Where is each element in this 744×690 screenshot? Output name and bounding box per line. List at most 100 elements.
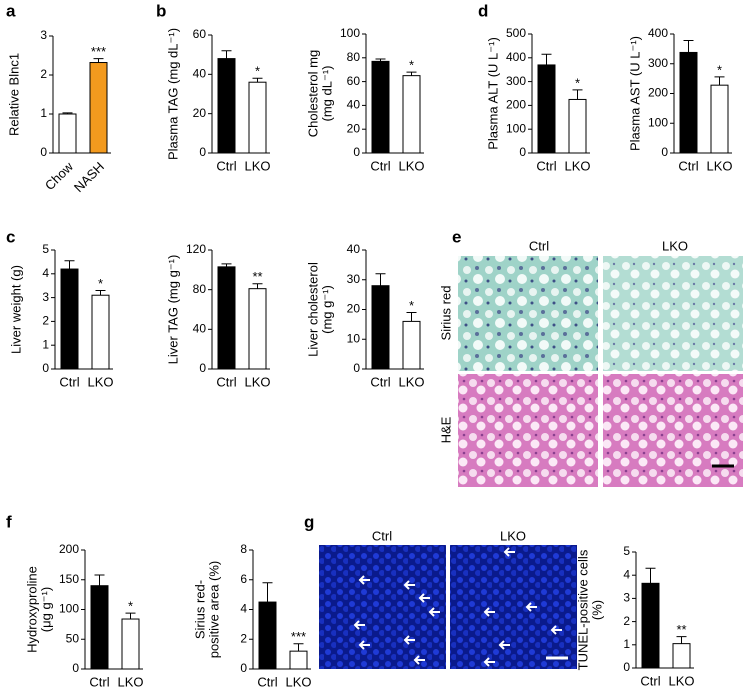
error-bar [221, 263, 232, 267]
y-tick-label: 0 [519, 145, 526, 159]
arrow [403, 580, 415, 590]
bar [91, 294, 110, 370]
micrograph [450, 545, 577, 669]
panel-letter: a [6, 1, 16, 20]
y-tick-label: 100 [648, 115, 668, 129]
error-bar [262, 582, 273, 603]
row-label: H&E [438, 416, 453, 443]
panel-letter: b [156, 1, 166, 20]
row-label: Sirius red [438, 286, 453, 341]
y-axis-label: Cholesterol mg [305, 50, 320, 137]
y-axis-label: (μg g⁻¹) [38, 587, 53, 632]
error-bar [293, 643, 304, 652]
x-tick-label: LKO [117, 674, 143, 689]
column-label: Ctrl [529, 238, 549, 253]
y-tick-label: 500 [506, 26, 526, 40]
arrow [413, 655, 425, 665]
y-tick-label: 40 [193, 322, 207, 336]
y-tick-label: 8 [240, 542, 247, 556]
error-bar [93, 58, 104, 63]
x-tick-label: LKO [244, 158, 270, 173]
y-tick-label: 20 [347, 302, 361, 316]
panel-letter: d [478, 1, 488, 20]
significance: ** [676, 622, 686, 637]
bar [258, 601, 277, 670]
y-tick-label: 3 [42, 290, 49, 304]
x-tick-label: LKO [706, 158, 732, 173]
y-axis-label: Liver weight (g) [8, 265, 23, 354]
significance: * [128, 599, 133, 614]
y-tick-label: 0 [199, 145, 206, 159]
y-axis-label: (%) [589, 600, 604, 620]
error-bar [64, 260, 75, 270]
y-axis-label: Sirius red- [192, 580, 207, 639]
y-tick-label: 6 [240, 572, 247, 586]
significance: * [409, 58, 414, 73]
y-tick-label: 200 [506, 98, 526, 112]
panel-letter: c [6, 227, 15, 246]
y-axis-label: TUNEL-positive cells [575, 549, 590, 670]
y-tick-label: 5 [42, 242, 49, 256]
bar [371, 285, 390, 370]
y-tick-label: 100 [59, 602, 79, 616]
error-bar [95, 289, 106, 296]
y-axis-label: Plasma TAG (mg dL⁻¹) [165, 28, 180, 160]
x-tick-label: Ctrl [59, 374, 79, 389]
x-tick-label: LKO [285, 674, 311, 689]
bar [402, 320, 421, 370]
y-axis-label: Liver cholesterol [305, 262, 320, 357]
micrograph [319, 545, 446, 669]
significance: * [98, 276, 103, 291]
bar [710, 84, 729, 154]
bar [289, 650, 308, 670]
x-tick-label: LKO [668, 673, 694, 688]
y-tick-label: 2 [240, 631, 247, 645]
x-tick-label: Ctrl [216, 158, 236, 173]
y-tick-label: 20 [193, 106, 207, 120]
y-tick-label: 0 [240, 661, 247, 675]
y-tick-label: 30 [347, 272, 361, 286]
bar [58, 113, 77, 154]
error-bar [62, 112, 73, 114]
y-tick-label: 3 [40, 28, 47, 42]
y-tick-label: 200 [59, 542, 79, 556]
y-tick-label: 3 [623, 591, 630, 605]
y-tick-label: 0 [623, 660, 630, 674]
y-axis-label: Plasma ALT (U L⁻¹) [485, 37, 500, 150]
micrograph [458, 256, 598, 371]
y-tick-label: 300 [506, 74, 526, 88]
bar [568, 98, 587, 154]
error-bar [125, 612, 136, 620]
error-bar [94, 574, 105, 586]
x-tick-label: Ctrl [370, 374, 390, 389]
error-bar [221, 50, 232, 59]
error-bar [406, 311, 417, 322]
bar [679, 51, 698, 154]
bar [89, 62, 108, 154]
y-axis-label: Hydroxyproline [24, 566, 39, 653]
arrow [353, 620, 365, 630]
significance: *** [291, 629, 306, 644]
error-bar [252, 77, 263, 83]
x-tick-label: LKO [87, 374, 113, 389]
bar [672, 643, 691, 669]
y-tick-label: 40 [193, 67, 207, 81]
bar [60, 268, 79, 370]
significance: * [575, 75, 580, 90]
arrow [358, 575, 370, 585]
error-bar [683, 40, 694, 53]
arrow [428, 607, 440, 617]
x-tick-label: LKO [398, 158, 424, 173]
y-tick-label: 150 [59, 572, 79, 586]
error-bar [714, 76, 725, 86]
y-axis-label: Liver TAG (mg g⁻¹) [165, 255, 180, 365]
arrow [483, 657, 495, 667]
y-tick-label: 0 [661, 145, 668, 159]
arrows [353, 547, 562, 667]
arrow [358, 640, 370, 650]
arrow [418, 593, 430, 603]
y-tick-label: 40 [347, 98, 361, 112]
y-axis-label: (mg dL⁻¹) [319, 66, 334, 122]
y-tick-label: 0 [353, 145, 360, 159]
